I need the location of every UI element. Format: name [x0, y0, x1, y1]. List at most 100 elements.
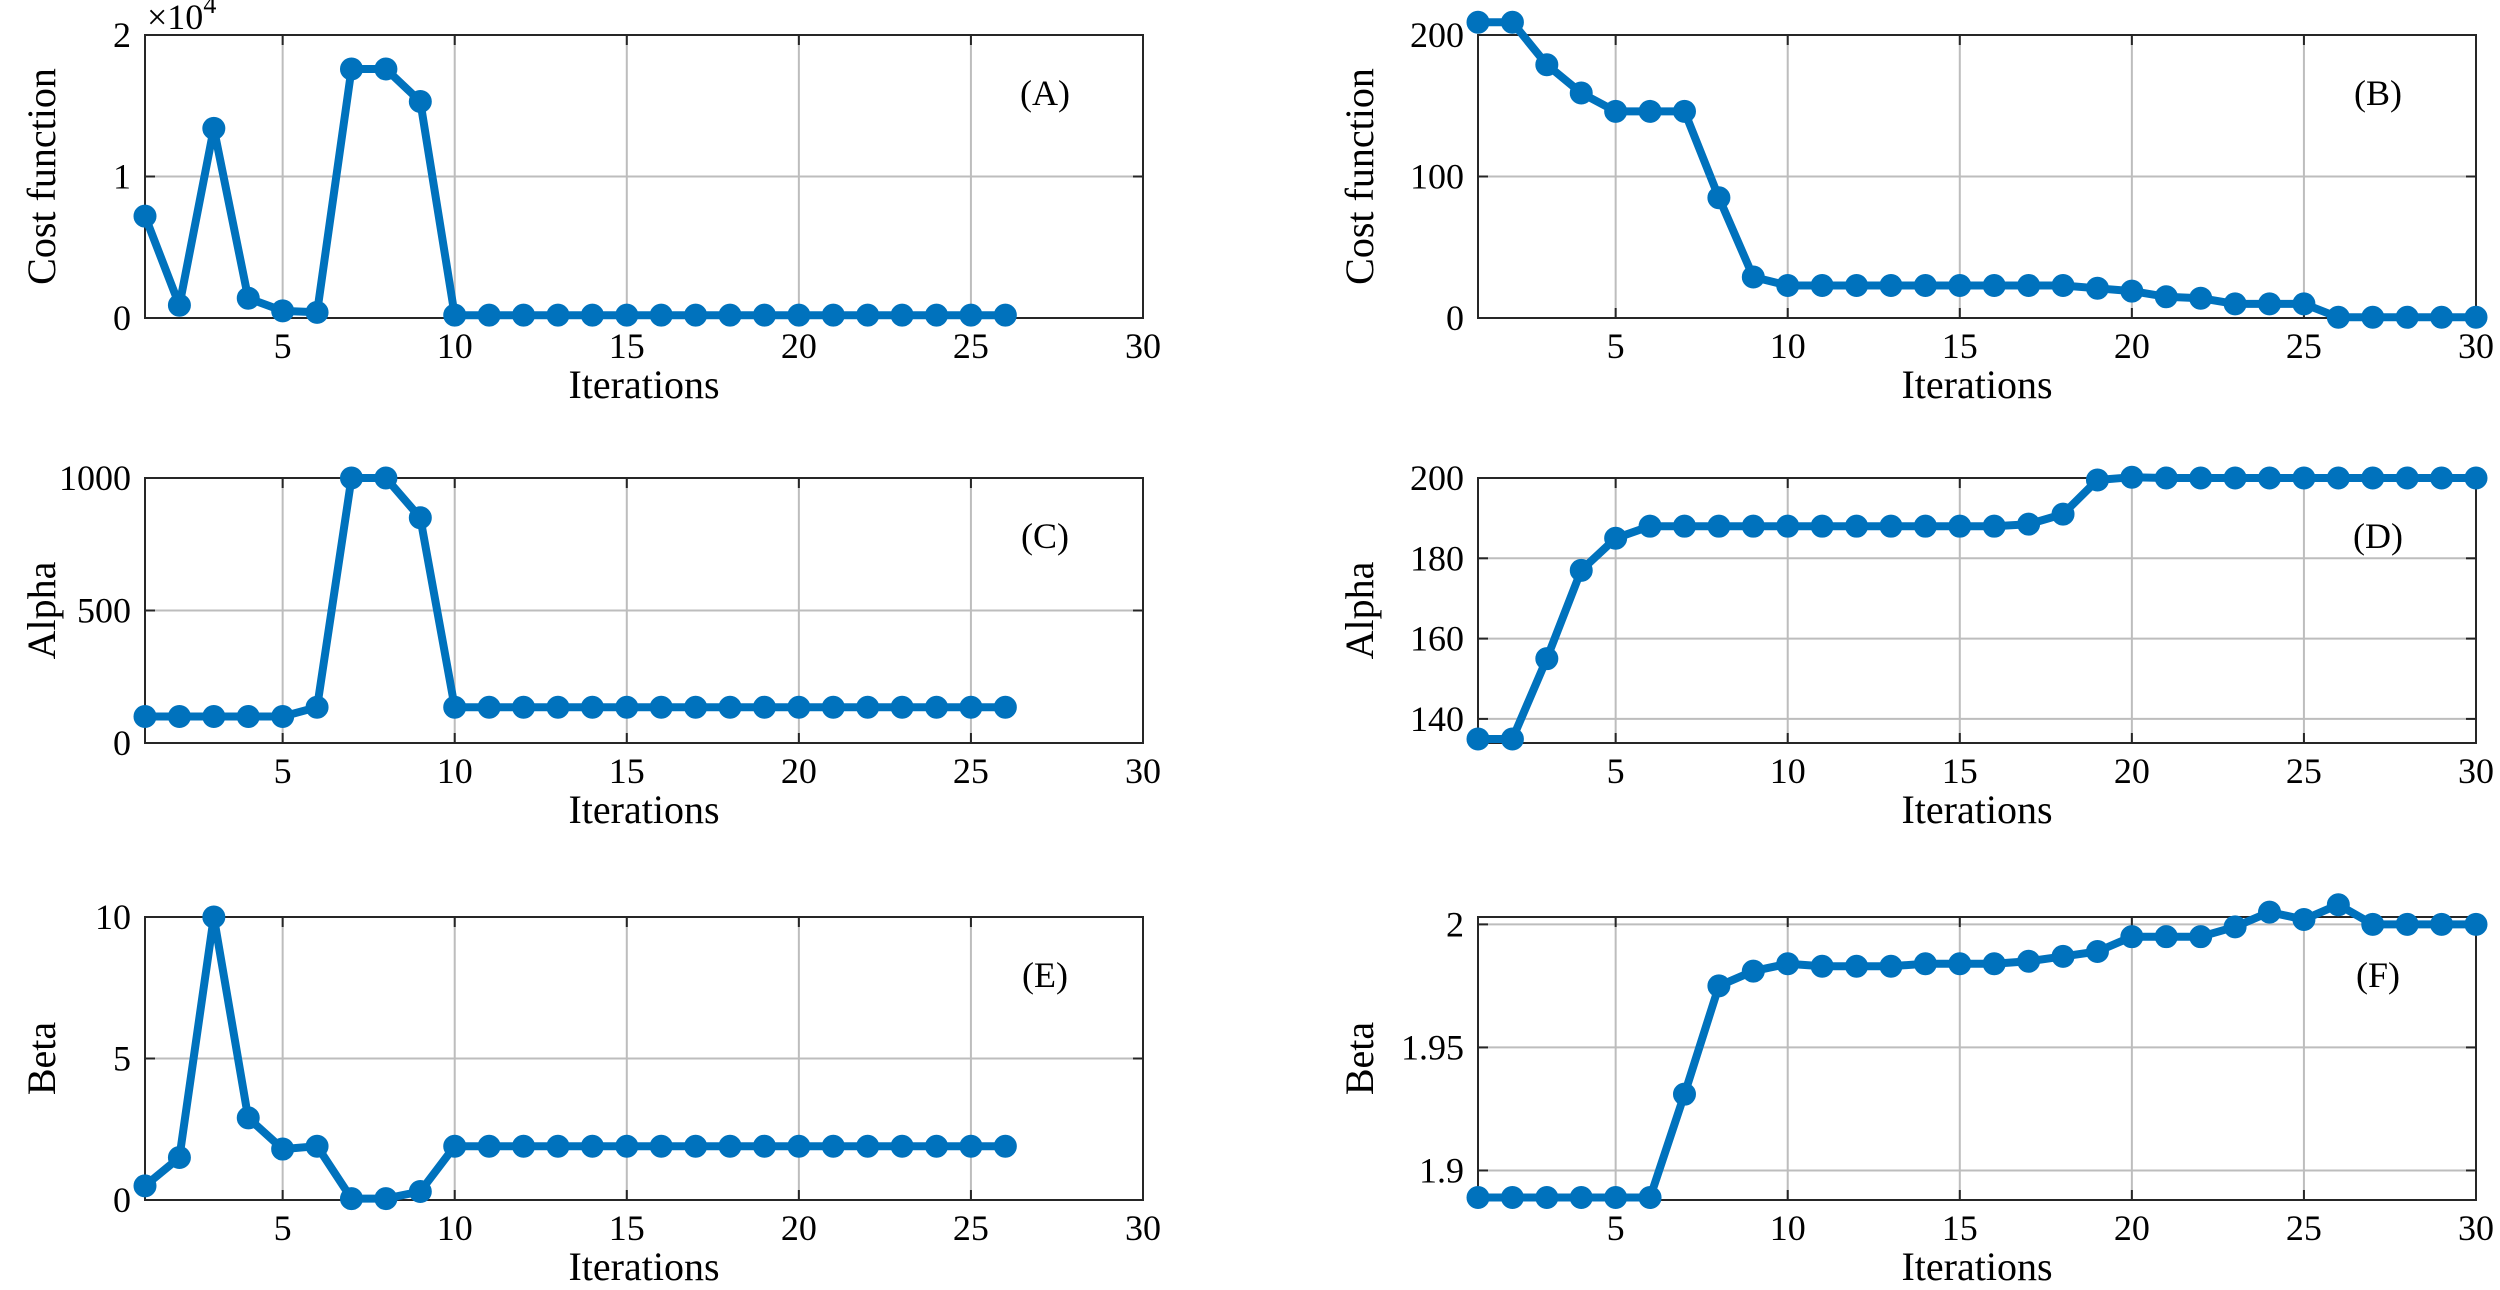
panel-d: 5 10 15 20 25 30 140 160 180 200 Iterations Alpha (D… [1337, 458, 2494, 832]
panel-e: 5 10 15 20 25 30 0 5 10 Iterations Beta (E) [19, 897, 1161, 1289]
data-point [1982, 273, 2006, 297]
data-point [2395, 305, 2419, 329]
data-point [546, 303, 570, 327]
data-point [2361, 305, 2385, 329]
data-point [374, 466, 398, 490]
data-point [1500, 1186, 1524, 1210]
data-point [649, 303, 673, 327]
data-point [477, 303, 501, 327]
data-point [925, 303, 949, 327]
data-point [202, 905, 226, 929]
data-point [1672, 1082, 1696, 1106]
data-point [787, 695, 811, 719]
x-tick-label: 20 [781, 326, 817, 366]
data-point [890, 695, 914, 719]
data-point [752, 1134, 776, 1158]
x-tick-label: 20 [781, 751, 817, 791]
data-point [1845, 273, 1869, 297]
data-point [2085, 276, 2109, 300]
data-point [2223, 915, 2247, 939]
data-point [718, 303, 742, 327]
data-point [1913, 273, 1937, 297]
data-point [1672, 99, 1696, 123]
x-tick-label: 20 [781, 1208, 817, 1248]
data-point [1638, 1186, 1662, 1210]
data-point [2395, 912, 2419, 936]
data-point [167, 1146, 191, 1170]
data-point [1879, 954, 1903, 978]
data-point [1845, 514, 1869, 538]
data-point [443, 695, 467, 719]
y-axis-label: Alpha [19, 561, 64, 659]
data-point [305, 300, 329, 324]
data-point [959, 303, 983, 327]
y-tick-label: 160 [1410, 619, 1464, 659]
data-point [167, 705, 191, 728]
data-point [718, 695, 742, 719]
data-point [2051, 273, 2075, 297]
y-tick-label: 1 [113, 157, 131, 197]
data-point [787, 1134, 811, 1158]
x-axis-label: Iterations [568, 787, 719, 832]
data-point [2085, 939, 2109, 963]
x-tick-label: 30 [1125, 1208, 1161, 1248]
data-point [133, 1174, 157, 1198]
data-point [1982, 514, 2006, 538]
x-tick-label: 5 [1607, 751, 1625, 791]
data-point [2120, 279, 2144, 303]
data-point [2464, 466, 2488, 490]
data-point [512, 1134, 536, 1158]
y-tick-label: 0 [113, 298, 131, 338]
data-point [236, 1106, 260, 1130]
data-point [202, 116, 226, 140]
x-axis-label: Iterations [1901, 1244, 2052, 1289]
x-tick-label: 15 [609, 751, 645, 791]
data-point [993, 1134, 1017, 1158]
data-point [2430, 466, 2454, 490]
x-tick-label: 15 [609, 1208, 645, 1248]
data-point [2464, 912, 2488, 936]
y-exponent-base: ×10 [147, 0, 203, 37]
x-tick-label: 25 [2286, 326, 2322, 366]
data-point [1948, 952, 1972, 976]
data-point [546, 695, 570, 719]
panel-label: (D) [2353, 516, 2403, 556]
data-point [890, 1134, 914, 1158]
data-point [2154, 466, 2178, 490]
panel-label: (C) [1021, 516, 1069, 556]
data-point [856, 303, 880, 327]
data-point [339, 466, 363, 490]
data-point [2395, 466, 2419, 490]
y-tick-label: 5 [113, 1039, 131, 1079]
data-point [1810, 514, 1834, 538]
series-line [1474, 473, 2480, 743]
data-point [1810, 273, 1834, 297]
data-point [1776, 273, 1800, 297]
y-tick-label: 200 [1410, 15, 1464, 55]
x-axis-label: Iterations [1901, 362, 2052, 407]
data-point [2258, 466, 2282, 490]
data-point [752, 303, 776, 327]
data-point [2120, 465, 2144, 489]
data-point [1810, 954, 1834, 978]
data-point [271, 1137, 295, 1161]
data-point [1879, 273, 1903, 297]
data-point [2189, 286, 2213, 310]
data-point [649, 1134, 673, 1158]
data-point [1879, 514, 1903, 538]
data-point [2085, 468, 2109, 492]
y-axis-label: Cost function [19, 68, 64, 285]
x-axis-label: Iterations [568, 362, 719, 407]
y-tick-label: 2 [1446, 904, 1464, 944]
data-point [2120, 925, 2144, 949]
data-point [856, 695, 880, 719]
data-point [1466, 10, 1490, 34]
data-point [615, 1134, 639, 1158]
data-point [1535, 1186, 1559, 1210]
data-point [1569, 558, 1593, 582]
data-point [2326, 466, 2350, 490]
data-point [580, 303, 604, 327]
data-point [339, 57, 363, 81]
x-axis-label: Iterations [1901, 787, 2052, 832]
data-point [2292, 292, 2316, 316]
